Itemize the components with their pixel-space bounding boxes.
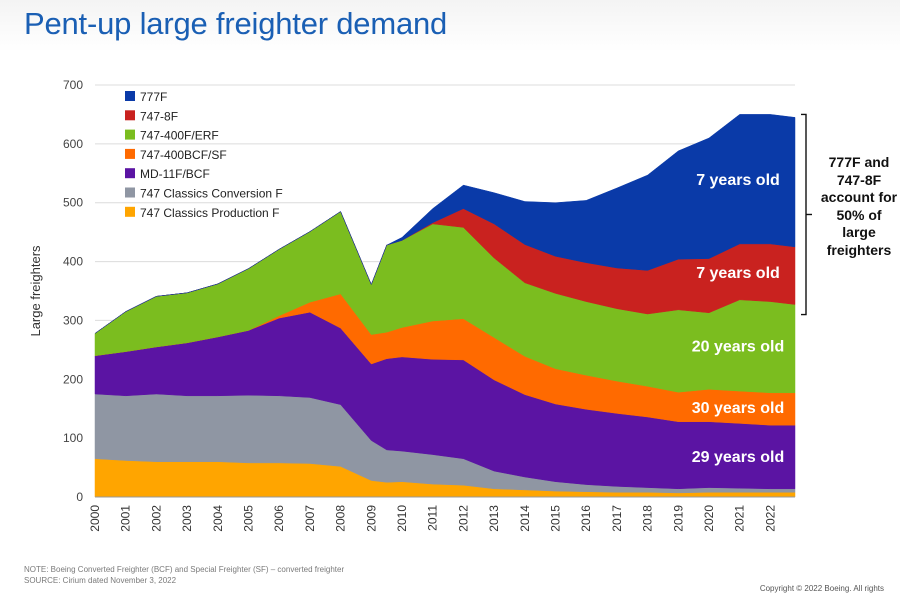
x-tick-label: 2015 (549, 505, 563, 532)
x-tick-label: 2010 (395, 505, 409, 532)
legend-label: MD-11F/BCF (140, 167, 210, 181)
legend-swatch (125, 91, 135, 101)
y-axis-label: Large freighters (28, 245, 43, 337)
legend-swatch (125, 129, 135, 140)
x-tick-label: 2006 (272, 505, 286, 532)
legend-label: 747-400BCF/SF (140, 148, 227, 162)
legend-label: 747 Classics Production F (140, 206, 279, 220)
x-tick-label: 2017 (610, 505, 624, 532)
y-tick-label: 500 (63, 196, 83, 210)
y-tick-label: 600 (63, 137, 83, 151)
y-tick-label: 0 (76, 490, 83, 504)
x-tick-label: 2018 (641, 505, 655, 532)
x-tick-label: 2012 (456, 505, 470, 532)
legend-label: 777F (140, 90, 167, 104)
legend-swatch (125, 110, 135, 121)
copyright: Copyright © 2022 Boeing. All rights (759, 584, 884, 593)
age-annotation: 29 years old (692, 449, 785, 466)
x-tick-label: 2011 (426, 505, 440, 531)
y-tick-label: 700 (63, 78, 83, 92)
legend-swatch (125, 148, 135, 159)
footnote-source: SOURCE: Cirium dated November 3, 2022 (24, 576, 177, 585)
x-tick-label: 2016 (579, 505, 593, 532)
age-annotation: 7 years old (696, 265, 780, 282)
y-tick-label: 100 (63, 431, 83, 445)
x-tick-label: 2020 (702, 505, 716, 532)
legend-label: 747 Classics Conversion F (140, 187, 283, 201)
x-tick-label: 2013 (487, 505, 501, 532)
y-tick-label: 300 (63, 313, 83, 327)
x-tick-label: 2001 (119, 505, 133, 532)
x-tick-label: 2004 (211, 505, 225, 532)
legend-label: 747-8F (140, 109, 178, 123)
page-title: Pent-up large freighter demand (24, 6, 448, 41)
age-annotation: 7 years old (696, 172, 780, 189)
x-tick-label: 2002 (149, 505, 163, 532)
legend-swatch (125, 168, 135, 179)
legend-label: 747-400F/ERF (140, 129, 219, 143)
x-tick-label: 2021 (733, 505, 747, 532)
y-tick-label: 400 (63, 255, 83, 269)
y-tick-label: 200 (63, 372, 83, 386)
x-tick-label: 2005 (242, 505, 256, 532)
x-tick-label: 2007 (303, 505, 317, 532)
x-tick-label: 2003 (180, 505, 194, 532)
bracket-line (801, 113, 807, 316)
age-annotation: 30 years old (692, 400, 785, 417)
x-tick-label: 2014 (518, 505, 532, 532)
legend-swatch (125, 187, 135, 198)
bracket-annotation: 777F and 747-8F account for 50% of large… (820, 154, 898, 258)
x-tick-label: 2008 (334, 505, 348, 532)
x-tick-label: 2019 (671, 505, 685, 532)
x-tick-label: 2009 (364, 505, 378, 532)
x-tick-label: 2022 (763, 505, 777, 532)
header-background (0, 0, 900, 52)
legend-swatch (125, 206, 135, 217)
x-tick-label: 2000 (88, 505, 102, 532)
footnote-note: NOTE: Boeing Converted Freighter (BCF) a… (24, 565, 345, 574)
age-annotation: 20 years old (692, 338, 785, 355)
area-777f (94, 114, 796, 334)
